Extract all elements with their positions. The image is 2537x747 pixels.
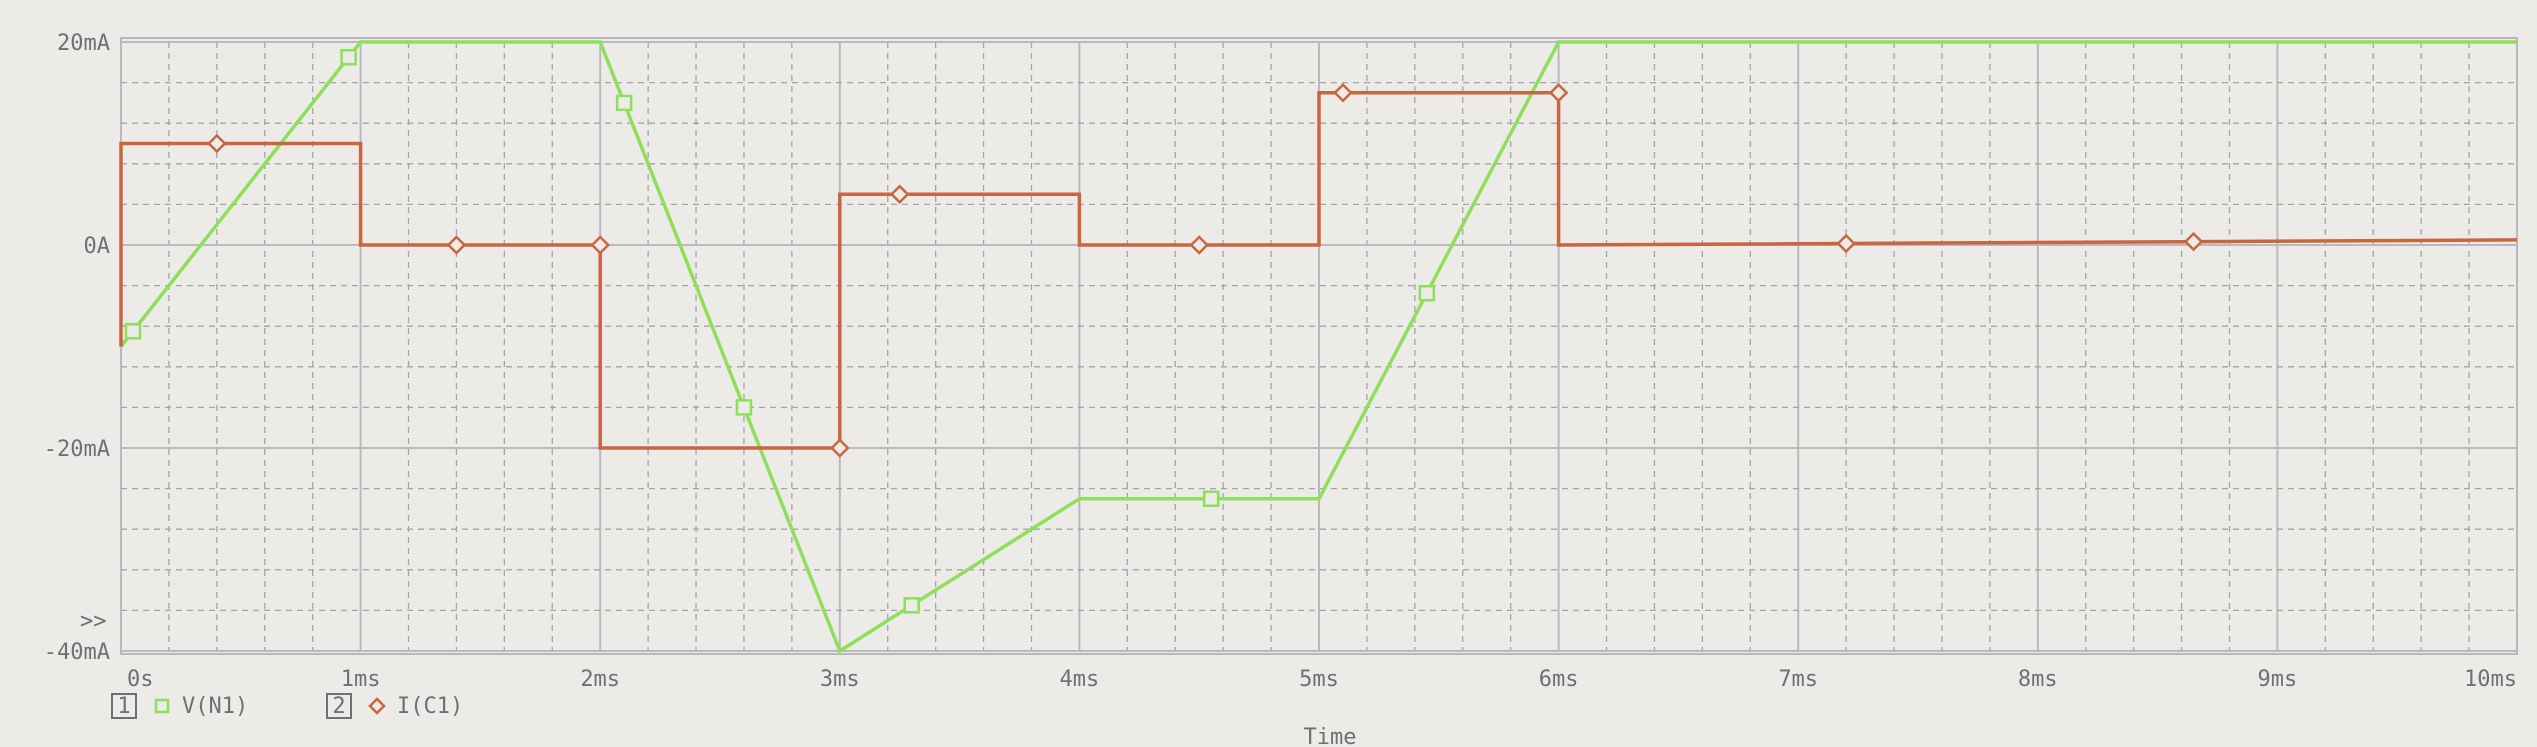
data-point-marker	[615, 94, 633, 112]
series-line	[119, 91, 2518, 450]
x-tick-label: 5ms	[1299, 667, 1339, 692]
data-point-marker	[124, 323, 142, 340]
x-tick-label: 0s	[127, 667, 154, 692]
data-point-marker	[1418, 284, 1436, 302]
data-point-marker	[889, 184, 910, 205]
legend-item: 2 I(C1)	[326, 693, 463, 719]
legend-marker	[154, 698, 170, 714]
x-tick-label: 1ms	[341, 667, 381, 692]
data-point-marker	[2183, 231, 2204, 252]
x-axis-label: Time	[1304, 725, 1357, 747]
y-tick-label: -40mA	[44, 640, 110, 665]
series-line	[119, 40, 2517, 654]
data-point-marker	[1836, 233, 1856, 254]
data-point-marker	[830, 438, 850, 458]
legend-series-name: I(C1)	[397, 694, 463, 719]
x-axis-ticks: 0s 1ms 2ms 3ms 4ms 5ms 6ms 7ms 8ms 9ms 10ms	[127, 667, 2517, 692]
data-point-marker	[903, 597, 920, 614]
x-tick-label: 7ms	[1778, 667, 1818, 692]
data-point-marker	[1333, 82, 1353, 103]
legend: 1 V(N1) 2 I(C1)	[111, 693, 463, 719]
legend-index-box	[326, 693, 352, 719]
y-tick-label: -20mA	[44, 437, 110, 462]
series-2	[119, 82, 2518, 458]
data-point-marker	[340, 48, 357, 66]
legend-index: 2	[332, 694, 345, 719]
series-layer	[119, 40, 2518, 654]
data-point-marker	[446, 235, 467, 255]
data-point-marker	[207, 133, 227, 154]
x-tick-label: 3ms	[820, 667, 860, 692]
legend-item: 1 V(N1)	[111, 693, 248, 719]
y-tick-label: 20mA	[57, 31, 110, 56]
legend-marker	[368, 697, 386, 715]
x-tick-label: 6ms	[1539, 667, 1579, 692]
y-axis-ticks: 20mA 0A -20mA -40mA	[44, 31, 110, 665]
data-point-marker	[1548, 82, 1569, 103]
x-tick-label: 4ms	[1060, 667, 1100, 692]
series-1	[119, 40, 2517, 654]
data-point-marker	[1202, 490, 1220, 507]
legend-index-box	[111, 693, 137, 719]
data-point-marker	[735, 399, 753, 416]
legend-index: 1	[117, 694, 130, 719]
x-tick-label: 9ms	[2258, 667, 2298, 692]
x-tick-label: 10ms	[2464, 667, 2517, 692]
axis-marker: >>	[80, 609, 107, 634]
x-tick-label: 2ms	[580, 667, 620, 692]
data-point-marker	[1189, 235, 1209, 255]
x-tick-label: 8ms	[2018, 667, 2058, 692]
y-tick-label: 0A	[84, 234, 111, 259]
legend-series-name: V(N1)	[182, 694, 248, 719]
data-point-marker	[590, 235, 610, 255]
